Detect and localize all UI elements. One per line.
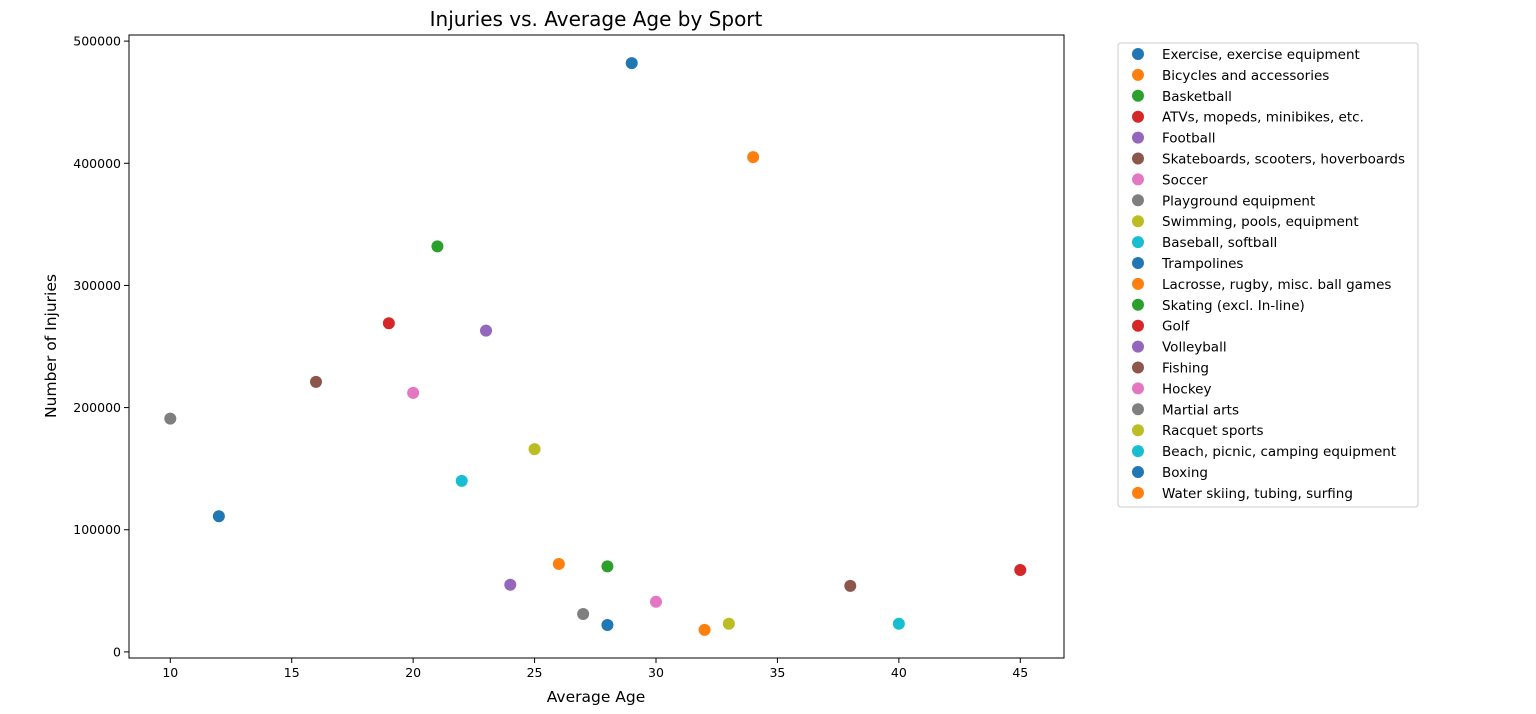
legend-marker	[1132, 466, 1144, 478]
legend-marker	[1132, 48, 1144, 60]
data-point	[212, 510, 225, 523]
y-tick-label: 400000	[73, 156, 121, 171]
x-tick-label: 45	[1012, 665, 1028, 680]
legend: Exercise, exercise equipment Bicycles and…	[1117, 42, 1419, 508]
legend-label: Skateboards, scooters, hoverboards	[1162, 152, 1405, 168]
legend-label: Football	[1162, 131, 1215, 147]
data-point	[747, 151, 760, 164]
legend-marker	[1132, 194, 1144, 207]
x-tick-label: 30	[648, 665, 664, 680]
axis-ticks: 10 15 20 25 30 35 40 45 0 100000 200000 300000 40000…	[73, 34, 1028, 680]
data-point	[552, 557, 565, 570]
legend-marker	[1132, 110, 1144, 123]
data-point	[1014, 564, 1027, 577]
legend-marker	[1132, 277, 1144, 290]
legend-label: Exercise, exercise equipment	[1162, 47, 1360, 63]
legend-marker	[1132, 424, 1144, 437]
legend-marker	[1132, 89, 1144, 102]
legend-label: Boxing	[1162, 465, 1208, 481]
legend-label: Golf	[1162, 319, 1190, 335]
legend-marker	[1132, 445, 1144, 458]
y-tick-label: 0	[113, 644, 121, 659]
legend-label: Lacrosse, rugby, misc. ball games	[1162, 277, 1391, 293]
x-tick-label: 25	[527, 665, 543, 680]
legend-label: Bicycles and accessories	[1162, 68, 1329, 84]
data-point	[528, 443, 541, 456]
legend-marker	[1132, 152, 1144, 165]
data-point	[431, 240, 444, 253]
legend-label: Hockey	[1162, 381, 1211, 397]
x-tick-label: 35	[769, 665, 785, 680]
data-point	[407, 386, 420, 399]
legend-label: Swimming, pools, equipment	[1162, 214, 1359, 230]
legend-label: Playground equipment	[1162, 193, 1315, 209]
legend-label: Water skiing, tubing, surfing	[1162, 486, 1353, 502]
legend-marker	[1132, 382, 1144, 395]
x-tick-label: 20	[405, 665, 421, 680]
legend-label: ATVs, mopeds, minibikes, etc.	[1162, 110, 1364, 126]
legend-marker	[1132, 298, 1144, 311]
legend-marker	[1132, 131, 1144, 144]
legend-label: Racquet sports	[1162, 423, 1264, 439]
y-tick-label: 100000	[73, 522, 121, 537]
legend-label: Martial arts	[1162, 402, 1239, 418]
data-point	[650, 595, 662, 608]
legend-marker	[1132, 340, 1144, 353]
legend-marker	[1132, 319, 1144, 332]
chart-title: Injuries vs. Average Age by Sport	[430, 7, 763, 31]
legend-label: Baseball, softball	[1162, 235, 1277, 251]
y-tick-label: 300000	[73, 278, 121, 293]
x-tick-label: 10	[162, 665, 178, 680]
legend-marker	[1132, 403, 1144, 416]
legend-marker	[1132, 486, 1144, 499]
legend-label: Volleyball	[1162, 340, 1227, 356]
data-point	[310, 375, 322, 388]
data-point	[382, 317, 395, 330]
legend-label: Fishing	[1162, 361, 1209, 377]
data-point	[164, 412, 177, 425]
legend-marker	[1132, 361, 1144, 374]
x-tick-label: 15	[284, 665, 300, 680]
legend-marker	[1132, 236, 1144, 249]
y-tick-label: 200000	[73, 400, 121, 415]
data-point	[455, 474, 468, 487]
legend-label: Soccer	[1162, 172, 1208, 188]
data-point	[722, 617, 735, 630]
legend-marker	[1132, 257, 1144, 269]
data-points	[164, 57, 1027, 636]
legend-items: Exercise, exercise equipment Bicycles and…	[1132, 47, 1405, 502]
legend-marker	[1132, 68, 1144, 81]
legend-label: Trampolines	[1161, 256, 1243, 272]
data-point	[844, 579, 857, 592]
data-point	[577, 608, 590, 621]
y-tick-label: 500000	[73, 34, 121, 49]
legend-label: Beach, picnic, camping equipment	[1162, 444, 1396, 460]
data-point	[698, 623, 711, 636]
data-point	[480, 324, 492, 337]
data-point	[504, 578, 517, 591]
legend-frame	[1117, 42, 1419, 508]
x-tick-label: 40	[891, 665, 907, 680]
legend-marker	[1132, 215, 1144, 228]
x-axis-label: Average Age	[547, 688, 646, 706]
plot-frame	[128, 34, 1065, 659]
legend-marker	[1132, 173, 1144, 186]
data-point	[601, 560, 614, 573]
legend-label: Skating (excl. In-line)	[1162, 298, 1305, 314]
data-point	[601, 619, 614, 632]
legend-label: Basketball	[1162, 89, 1232, 105]
data-point	[892, 617, 905, 630]
data-point	[625, 57, 638, 70]
y-axis-label: Number of Injuries	[42, 274, 60, 418]
